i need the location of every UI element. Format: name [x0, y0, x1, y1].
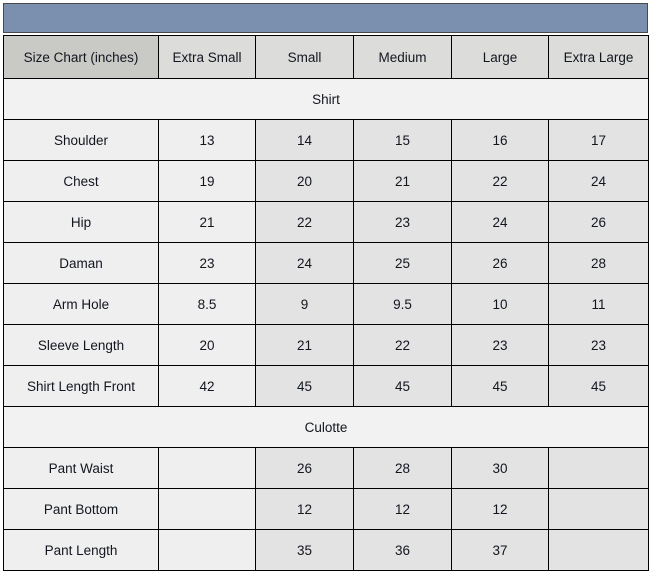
cell-small: 24 [255, 242, 354, 284]
row-label: Chest [3, 160, 159, 202]
table-head: Size Chart (inches) Extra Small Small Me… [3, 35, 649, 79]
cell-large: 12 [451, 488, 549, 530]
cell-small: 21 [255, 324, 354, 366]
cell-extra-large: 45 [548, 365, 649, 407]
table-header-row: Size Chart (inches) Extra Small Small Me… [3, 35, 649, 79]
section-title-culotte: Culotte [3, 406, 649, 448]
cell-medium: 28 [353, 447, 452, 489]
cell-small: 12 [255, 488, 354, 530]
cell-extra-large: 26 [548, 201, 649, 243]
cell-large: 22 [451, 160, 549, 202]
cell-medium: 23 [353, 201, 452, 243]
cell-medium: 22 [353, 324, 452, 366]
cell-extra-small: 21 [158, 201, 256, 243]
table-row: Sleeve Length 20 21 22 23 23 [3, 324, 649, 366]
size-chart-table: Size Chart (inches) Extra Small Small Me… [3, 35, 649, 571]
cell-extra-small: 20 [158, 324, 256, 366]
table-row: Pant Waist 26 28 30 [3, 447, 649, 489]
cell-large: 26 [451, 242, 549, 284]
cell-medium: 36 [353, 529, 452, 571]
cell-extra-small [158, 529, 256, 571]
cell-extra-large: 24 [548, 160, 649, 202]
column-header-title: Size Chart (inches) [3, 35, 159, 79]
cell-small: 9 [255, 283, 354, 325]
cell-medium: 9.5 [353, 283, 452, 325]
table-body: Shirt Shoulder 13 14 15 16 17 Chest 19 2… [3, 78, 649, 571]
cell-medium: 25 [353, 242, 452, 284]
section-header-row: Culotte [3, 406, 649, 448]
row-label: Shoulder [3, 119, 159, 161]
cell-large: 10 [451, 283, 549, 325]
cell-extra-small [158, 447, 256, 489]
cell-extra-large: 28 [548, 242, 649, 284]
cell-small: 45 [255, 365, 354, 407]
row-label: Arm Hole [3, 283, 159, 325]
table-row: Pant Bottom 12 12 12 [3, 488, 649, 530]
cell-medium: 15 [353, 119, 452, 161]
cell-large: 23 [451, 324, 549, 366]
cell-large: 37 [451, 529, 549, 571]
row-label: Pant Length [3, 529, 159, 571]
cell-large: 24 [451, 201, 549, 243]
cell-large: 45 [451, 365, 549, 407]
row-label: Sleeve Length [3, 324, 159, 366]
column-header-extra-small: Extra Small [158, 35, 256, 79]
row-label: Daman [3, 242, 159, 284]
cell-extra-large [548, 529, 649, 571]
table-row: Hip 21 22 23 24 26 [3, 201, 649, 243]
cell-small: 26 [255, 447, 354, 489]
cell-small: 20 [255, 160, 354, 202]
cell-large: 16 [451, 119, 549, 161]
column-header-extra-large: Extra Large [548, 35, 649, 79]
cell-large: 30 [451, 447, 549, 489]
table-row: Chest 19 20 21 22 24 [3, 160, 649, 202]
section-title-shirt: Shirt [3, 78, 649, 120]
row-label: Hip [3, 201, 159, 243]
column-header-medium: Medium [353, 35, 452, 79]
table-row: Shirt Length Front 42 45 45 45 45 [3, 365, 649, 407]
column-header-small: Small [255, 35, 354, 79]
table-row: Pant Length 35 36 37 [3, 529, 649, 571]
cell-extra-small: 13 [158, 119, 256, 161]
cell-extra-large: 11 [548, 283, 649, 325]
cell-small: 22 [255, 201, 354, 243]
table-row: Shoulder 13 14 15 16 17 [3, 119, 649, 161]
row-label: Pant Waist [3, 447, 159, 489]
cell-extra-small: 23 [158, 242, 256, 284]
cell-medium: 21 [353, 160, 452, 202]
cell-extra-small: 8.5 [158, 283, 256, 325]
column-header-large: Large [451, 35, 549, 79]
cell-extra-small: 19 [158, 160, 256, 202]
top-banner [3, 3, 648, 33]
cell-small: 14 [255, 119, 354, 161]
cell-extra-large [548, 447, 649, 489]
cell-extra-large: 17 [548, 119, 649, 161]
section-header-row: Shirt [3, 78, 649, 120]
row-label: Shirt Length Front [3, 365, 159, 407]
table-row: Daman 23 24 25 26 28 [3, 242, 649, 284]
cell-extra-small: 42 [158, 365, 256, 407]
table-row: Arm Hole 8.5 9 9.5 10 11 [3, 283, 649, 325]
cell-small: 35 [255, 529, 354, 571]
cell-extra-large: 23 [548, 324, 649, 366]
cell-extra-large [548, 488, 649, 530]
cell-extra-small [158, 488, 256, 530]
cell-medium: 12 [353, 488, 452, 530]
row-label: Pant Bottom [3, 488, 159, 530]
cell-medium: 45 [353, 365, 452, 407]
